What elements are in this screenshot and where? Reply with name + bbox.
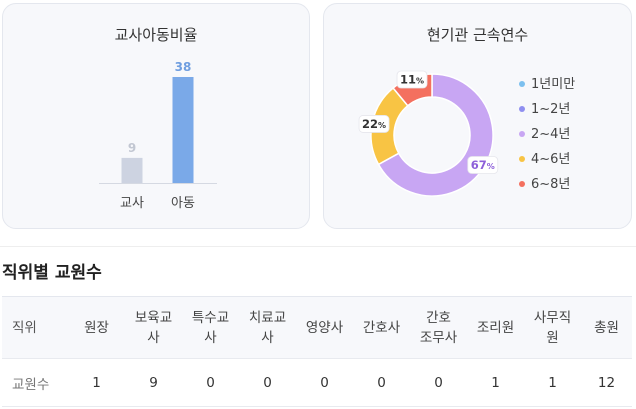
count-office-staff: 1: [548, 374, 557, 391]
legend-label-4: 6~8년: [531, 177, 570, 192]
donut-value-label-2: 67%: [467, 156, 499, 174]
count-nutritionist: 0: [320, 374, 329, 391]
header-nurse: 간호사: [362, 319, 401, 336]
staff-section-title: 직위별 교원수: [2, 263, 102, 283]
legend-label-1: 1~2년: [531, 102, 570, 117]
header-therapy-teacher: 치료교 사: [248, 309, 287, 346]
tenure-card: 현기관 근속연수 67% 22% 11% 1년미만 1~2년 2~4년 4~6년 6~8년: [323, 3, 632, 229]
legend-label-0: 1년미만: [531, 77, 575, 92]
legend-swatch-1: [519, 106, 525, 112]
header-position: 직위: [12, 319, 37, 336]
tenure-donut-chart: 67% 22% 11% 1년미만 1~2년 2~4년 4~6년 6~8년: [358, 70, 575, 197]
count-special-teacher: 0: [206, 374, 215, 391]
count-total: 12: [597, 374, 616, 391]
svg-text:22%: 22%: [362, 117, 386, 131]
header-office-staff: 사무직 원: [533, 309, 572, 346]
legend-swatch-0: [519, 81, 525, 87]
staff-table: 직위 원장 보육교 사 특수교 사 치료교 사 영양사 간호사 간호 조무사 조리원 사…: [2, 296, 632, 407]
bar-0: [121, 157, 143, 183]
row-label: 교원수: [12, 376, 50, 393]
bar-value-label-0: 9: [128, 141, 136, 155]
legend-label-3: 4~6년: [531, 152, 570, 167]
legend-label-2: 2~4년: [531, 127, 570, 142]
legend-swatch-2: [519, 131, 525, 137]
count-nurse: 0: [377, 374, 386, 391]
header-nurse-aide: 간호 조무사: [419, 309, 458, 346]
count-director: 1: [92, 374, 101, 391]
staff-table-header-row: 직위 원장 보육교 사 특수교 사 치료교 사 영양사 간호사 간호 조무사 조리원 사…: [2, 296, 632, 359]
bar-1: [172, 77, 194, 183]
bar-category-label-1: 아동: [171, 196, 195, 211]
bar-value-label-1: 38: [175, 60, 192, 74]
header-director: 원장: [84, 319, 109, 336]
donut-value-label-3: 22%: [358, 115, 390, 133]
section-divider: [0, 246, 636, 247]
header-nutritionist: 영양사: [305, 319, 344, 336]
header-special-teacher: 특수교 사: [191, 309, 230, 346]
donut-value-label-4: 11%: [396, 70, 428, 89]
table-row: 교원수 1 9 0 0 0 0 0 1 1 12: [2, 358, 632, 407]
svg-text:67%: 67%: [471, 158, 495, 172]
header-total: 총원: [594, 319, 619, 336]
bar-category-label-0: 교사: [120, 196, 144, 211]
teacher-child-ratio-card: 교사아동비율 9 교사 38 아동: [2, 3, 310, 229]
header-cook: 조리원: [476, 319, 515, 336]
count-nurse-aide: 0: [434, 374, 443, 391]
donut-slice-2: [377, 73, 494, 197]
count-therapy-teacher: 0: [263, 374, 272, 391]
tenure-card-title: 현기관 근속연수: [426, 26, 529, 44]
legend-swatch-3: [519, 156, 525, 162]
legend-swatch-4: [519, 181, 525, 187]
ratio-card-title: 교사아동비율: [114, 26, 198, 44]
count-cook: 1: [491, 374, 500, 391]
svg-text:11%: 11%: [400, 72, 424, 86]
count-childcare-teacher: 9: [149, 374, 158, 391]
header-childcare-teacher: 보육교 사: [134, 309, 173, 346]
teacher-child-ratio-chart: 9 교사 38 아동: [99, 60, 217, 211]
